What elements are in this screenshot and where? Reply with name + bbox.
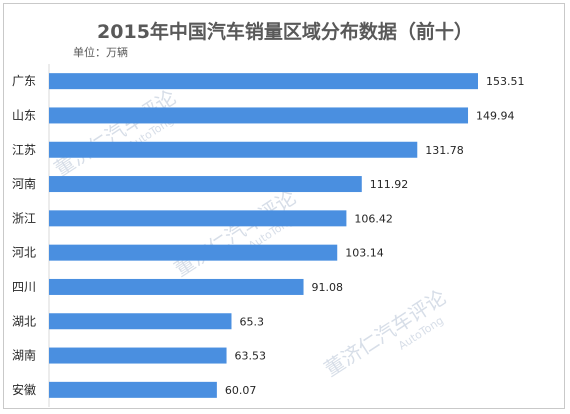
- chart-title: 2015年中国汽车销量区域分布数据（前十）: [97, 20, 473, 43]
- data-label: 149.94: [476, 109, 515, 122]
- bars-group: 广东 153.51 山东 149.94 江苏 131.78 河南 111.92 浙江 106.42…: [12, 64, 525, 407]
- category-label: 安徽: [12, 382, 36, 397]
- category-label: 湖北: [12, 313, 36, 328]
- data-label: 60.07: [225, 384, 257, 397]
- unit-label: 单位：万辆: [73, 45, 128, 59]
- chart-frame: 董济仁汽车评论 AutoTong 董济仁汽车评论 AutoTong 董济仁汽车评论 Aut…: [3, 3, 565, 409]
- category-label: 广东: [12, 74, 36, 88]
- bar: [49, 381, 217, 398]
- watermark-layer: 董济仁汽车评论AutoTong董济仁汽车评论AutoTong董济仁汽车评论Aut…: [50, 85, 450, 381]
- bar: [49, 244, 338, 261]
- bar: [49, 278, 304, 295]
- data-label: 131.78: [425, 144, 464, 157]
- data-label: 111.92: [370, 178, 409, 191]
- bar: [49, 141, 418, 158]
- category-label: 江苏: [12, 143, 36, 157]
- category-label: 山东: [12, 108, 36, 122]
- bar: [49, 210, 347, 227]
- data-label: 106.42: [354, 212, 393, 225]
- category-label: 河南: [12, 176, 36, 191]
- category-label: 浙江: [12, 211, 36, 225]
- bar: [49, 107, 469, 124]
- bar: [49, 73, 478, 90]
- bar-chart: 董济仁汽车评论AutoTong董济仁汽车评论AutoTong董济仁汽车评论Aut…: [12, 20, 525, 407]
- category-label: 四川: [12, 280, 36, 294]
- data-label: 65.3: [239, 315, 264, 328]
- data-label: 63.53: [235, 350, 266, 363]
- bar: [49, 347, 227, 364]
- bar: [49, 176, 362, 193]
- data-label: 153.51: [486, 75, 525, 88]
- data-label: 91.08: [312, 281, 344, 294]
- bar: [49, 313, 232, 330]
- category-label: 河北: [12, 246, 36, 260]
- data-label: 103.14: [345, 247, 384, 260]
- category-label: 湖南: [12, 348, 36, 363]
